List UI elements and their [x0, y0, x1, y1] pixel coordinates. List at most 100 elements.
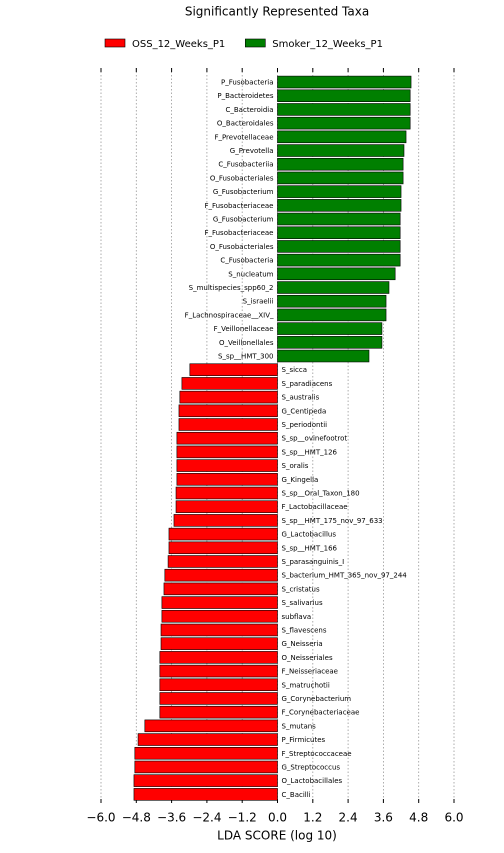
- category-label: F_Fusobacteriaceae: [204, 229, 273, 237]
- bar: [277, 336, 383, 349]
- bar: [178, 404, 278, 418]
- x-tick-label: −4.8: [122, 811, 151, 825]
- bar: [160, 623, 278, 637]
- category-label: S_salivarius: [282, 599, 323, 607]
- bar: [161, 610, 278, 623]
- bar: [178, 418, 278, 431]
- bar: [161, 596, 278, 609]
- bar: [167, 555, 278, 568]
- category-label: F_Streptococcaceae: [282, 750, 352, 758]
- category-label: F_Veillonellaceae: [214, 325, 274, 333]
- bar: [277, 103, 411, 116]
- bar: [277, 349, 370, 363]
- category-label: G_Centipeda: [282, 407, 327, 415]
- bar: [164, 568, 278, 582]
- bar: [159, 664, 278, 678]
- bar: [159, 651, 278, 664]
- bar: [189, 363, 278, 376]
- bar: [277, 89, 411, 102]
- bar: [159, 678, 278, 692]
- category-label: G_Prevotella: [230, 147, 274, 155]
- x-tick-label: 0.0: [268, 811, 287, 825]
- category-label: S_bacterium_HMT_365_nov_97_244: [282, 572, 408, 580]
- bar: [277, 199, 402, 212]
- bar: [160, 637, 278, 650]
- x-tick-label: 4.8: [409, 811, 428, 825]
- bar: [134, 747, 278, 760]
- bar: [277, 267, 396, 281]
- x-tick-label: −1.2: [228, 811, 257, 825]
- bar: [134, 760, 278, 774]
- category-label: G_Fusobacterium: [213, 216, 274, 224]
- category-label: S_israelii: [243, 298, 274, 306]
- category-label: G_Kingella: [282, 476, 319, 484]
- legend-label: Smoker_12_Weeks_P1: [272, 39, 383, 50]
- bar: [176, 431, 278, 445]
- category-label: S_oralis: [282, 462, 309, 470]
- category-label: S_periodontii: [282, 421, 328, 429]
- category-label: G_Neisseria: [282, 640, 323, 648]
- category-label: S_sp__HMT_126: [282, 448, 338, 456]
- bar: [168, 527, 278, 541]
- category-label: F_Lactobacillaceae: [282, 503, 348, 511]
- bar: [277, 226, 401, 239]
- category-label: O_Neisseriales: [282, 654, 333, 662]
- bar: [277, 322, 383, 335]
- bar: [277, 212, 401, 226]
- bar: [175, 486, 278, 500]
- category-label: S_australis: [282, 394, 320, 402]
- bar: [277, 308, 387, 322]
- category-label: C_Bacilli: [282, 791, 311, 799]
- category-label: P_Fusobacteria: [221, 79, 273, 87]
- bar: [277, 185, 402, 198]
- category-label: S_matruchotii: [282, 681, 330, 689]
- bar: [277, 240, 401, 253]
- category-label: F_Prevotellaceae: [214, 133, 273, 141]
- bar: [144, 719, 278, 733]
- bar: [179, 390, 278, 404]
- category-label: C_Fusobacteriia: [218, 161, 273, 169]
- category-label: S_mutans: [282, 722, 317, 730]
- category-label: O_Bacteroidales: [217, 120, 274, 128]
- x-tick-label: 1.2: [303, 811, 322, 825]
- x-tick-label: 2.4: [339, 811, 358, 825]
- category-label: S_multispecies_spp60_2: [189, 284, 274, 292]
- category-label: S_sicca: [282, 366, 308, 374]
- category-label: F_Fusobacteriaceae: [204, 202, 273, 210]
- bar: [277, 253, 401, 267]
- category-label: subflava: [282, 613, 312, 621]
- bar: [159, 705, 278, 719]
- category-label: P_Bacteroidetes: [217, 92, 273, 100]
- category-label: F_Lachnospiraceae__XIV_: [185, 311, 274, 319]
- bar: [163, 582, 278, 596]
- bar: [277, 171, 404, 185]
- bar: [175, 500, 278, 513]
- category-label: S_sp__HMT_175_nov_97_633: [282, 517, 383, 525]
- category-label: O_Fusobacteriales: [210, 243, 274, 251]
- category-label: G_Lactobacillus: [282, 531, 337, 539]
- bar: [168, 541, 278, 555]
- bar: [277, 130, 407, 144]
- category-label: C_Fusobacteria: [220, 257, 273, 265]
- category-label: O_Veillonellales: [219, 339, 274, 347]
- x-tick-label: −3.6: [157, 811, 186, 825]
- category-label: S_sp__HMT_166: [282, 544, 338, 552]
- category-label: S_sp__HMT_300: [218, 353, 273, 361]
- category-label: S_sp__Oral_Taxon_180: [282, 489, 360, 497]
- x-axis-label: LDA SCORE (log 10): [217, 829, 337, 843]
- bar: [277, 157, 404, 171]
- chart-title: Significantly Represented Taxa: [185, 5, 369, 19]
- legend-swatch: [104, 38, 126, 48]
- category-label: G_Fusobacterium: [213, 188, 274, 196]
- bar: [277, 75, 412, 89]
- category-label: C_Bacteroidia: [225, 106, 273, 114]
- x-tick-label: −2.4: [192, 811, 221, 825]
- category-label: S_cristatus: [282, 585, 320, 593]
- bar: [176, 445, 278, 459]
- bar: [181, 377, 278, 390]
- x-tick-label: −6.0: [86, 811, 115, 825]
- category-label: S_paradiacens: [282, 380, 333, 388]
- bar: [133, 774, 278, 787]
- bar: [133, 788, 278, 801]
- category-label: F_Neisseriaceae: [282, 668, 338, 676]
